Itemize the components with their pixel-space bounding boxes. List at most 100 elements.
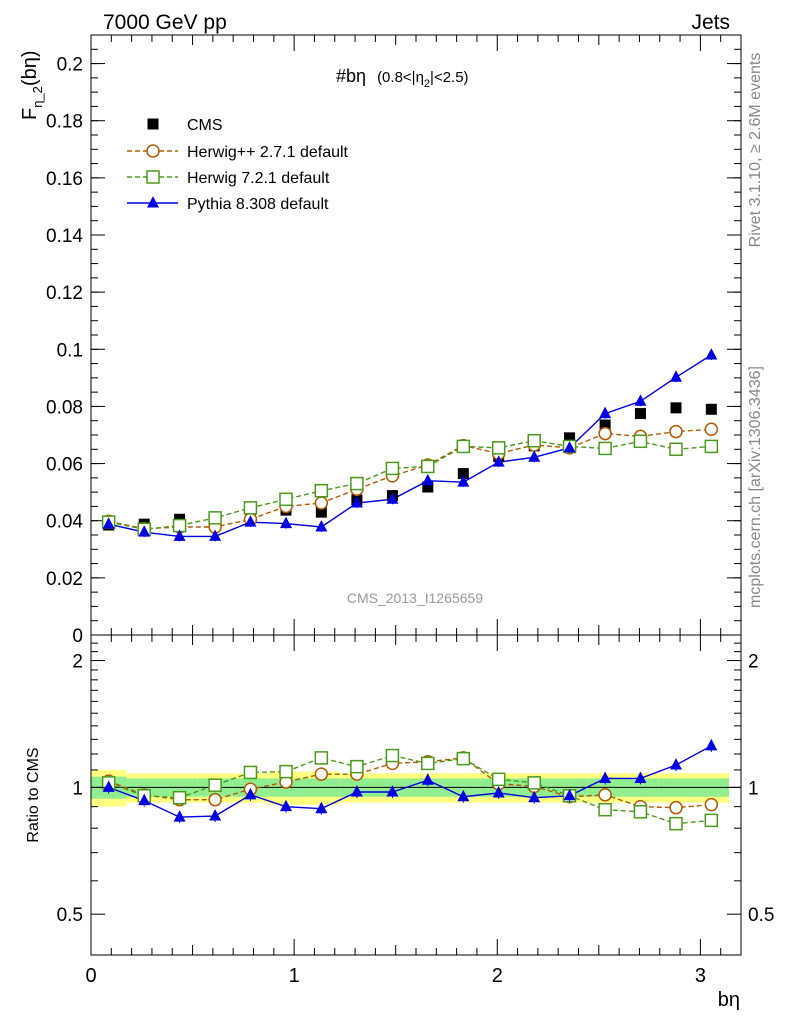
legend-label: Herwig 7.2.1 default — [187, 170, 330, 187]
data-point — [315, 506, 327, 518]
ratio-y-tick-label: 0.5 — [57, 905, 83, 926]
y-tick-label: 0.2 — [57, 55, 83, 76]
data-point — [350, 476, 364, 491]
ratio-point — [633, 805, 648, 819]
ratio-point — [669, 816, 683, 831]
legend-marker — [146, 144, 160, 158]
ratio-point — [244, 787, 257, 800]
ratio-point — [527, 776, 541, 790]
data-point — [421, 473, 434, 486]
ratio-y-tick-label: 1 — [72, 778, 83, 799]
data-point — [457, 468, 469, 480]
x-tick-label: 0 — [85, 965, 96, 987]
data-point — [138, 525, 151, 537]
ratio-y-tick-label-right: 2 — [748, 652, 759, 673]
ratio-point — [385, 748, 400, 763]
y-tick-label: 0.14 — [46, 226, 83, 247]
y-tick-label: 0.04 — [46, 512, 83, 533]
ratio-series — [101, 738, 719, 831]
y-tick-label: 0.06 — [46, 455, 83, 476]
x-tick-label: 1 — [289, 965, 300, 987]
x-axis-label: bη — [718, 989, 740, 1011]
legend-label: Pythia 8.308 default — [187, 196, 329, 213]
ratio-point — [386, 785, 399, 797]
ratio-point — [634, 771, 647, 783]
ratio-point — [599, 771, 612, 783]
ratio-point — [208, 792, 222, 807]
y-tick-label: 0.12 — [46, 283, 83, 304]
legend-label: CMS — [187, 117, 223, 134]
data-point — [386, 492, 399, 504]
y-label-tail: (bη) — [19, 51, 41, 87]
ratio-y-tick-label-right: 0.5 — [748, 905, 774, 926]
data-point — [705, 403, 717, 415]
main-series — [101, 348, 719, 542]
data-point — [527, 433, 541, 448]
data-point — [385, 461, 400, 476]
ratio-point — [279, 764, 293, 779]
data-point — [634, 394, 647, 406]
data-point — [598, 441, 612, 456]
header-left: 7000 GeV pp — [103, 11, 227, 34]
ratio-point — [491, 772, 506, 787]
ratio-point — [209, 809, 222, 821]
main-y-ticks: 0 0.02 0.04 0.06 0.08 0.1 0.12 0.14 0.16 0.18 0.2 — [46, 34, 742, 647]
x-tick-label: 3 — [695, 965, 706, 987]
analysis-watermark: CMS_2013_I1265659 — [347, 590, 483, 606]
ratio-point — [670, 758, 682, 770]
y-label-f: F — [19, 108, 41, 120]
panel-title-sub: (0.8<|η — [377, 69, 424, 86]
legend-marker — [146, 170, 160, 184]
panel-title-sub-index: 2 — [424, 78, 430, 90]
ratio-point — [173, 810, 186, 822]
ratio-point — [280, 799, 292, 812]
ratio-point — [492, 786, 505, 798]
legend-marker — [147, 118, 159, 130]
x-tick-label: 2 — [492, 965, 503, 987]
ratio-point — [456, 751, 471, 766]
ratio-line — [108, 745, 712, 818]
ratio-point — [421, 773, 434, 785]
data-point — [280, 516, 292, 529]
data-point — [243, 501, 258, 515]
data-point — [421, 459, 435, 474]
data-point — [314, 483, 329, 498]
data-point — [491, 441, 506, 455]
ratio-point — [563, 788, 576, 801]
ratio-point — [669, 800, 683, 815]
ratio-point — [528, 790, 541, 803]
ratio-point — [172, 790, 187, 805]
ratio-point — [243, 765, 258, 780]
data-point — [670, 370, 682, 382]
data-point — [705, 348, 718, 360]
ratio-point — [704, 813, 719, 828]
data-point — [209, 529, 222, 541]
data-point — [173, 529, 186, 541]
data-point — [670, 402, 682, 414]
panel-title-sub-tail: |<2.5) — [430, 69, 469, 86]
ratio-point — [704, 797, 719, 812]
series-line — [108, 440, 712, 530]
data-point — [599, 406, 612, 419]
data-point — [599, 419, 611, 431]
rivet-label: Rivet 3.1.10, ≥ 2.6M events — [747, 53, 764, 248]
svg-text:Fη_2(bη): Fη_2(bη) — [19, 51, 45, 121]
data-point — [315, 520, 328, 532]
data-point — [633, 434, 648, 449]
data-point — [669, 424, 683, 439]
data-point — [208, 511, 222, 525]
data-point — [350, 496, 363, 508]
legend-marker — [147, 196, 159, 208]
y-tick-label: 0.08 — [46, 397, 83, 418]
y-tick-label: 0.02 — [46, 569, 83, 590]
ratio-point — [138, 793, 151, 806]
ratio-point — [350, 785, 363, 797]
data-point — [669, 442, 683, 457]
y-tick-label: 0.1 — [57, 340, 83, 361]
main-y-label: Fη_2(bη) — [19, 51, 45, 121]
main-panel: 00.020.040.060.080.10.120.140.160.180.2 … — [19, 34, 742, 647]
legend-label: Herwig++ 2.7.1 default — [187, 144, 349, 161]
panel-title: #bη (0.8<|η2|<2.5) — [336, 66, 469, 90]
data-point — [102, 517, 115, 529]
